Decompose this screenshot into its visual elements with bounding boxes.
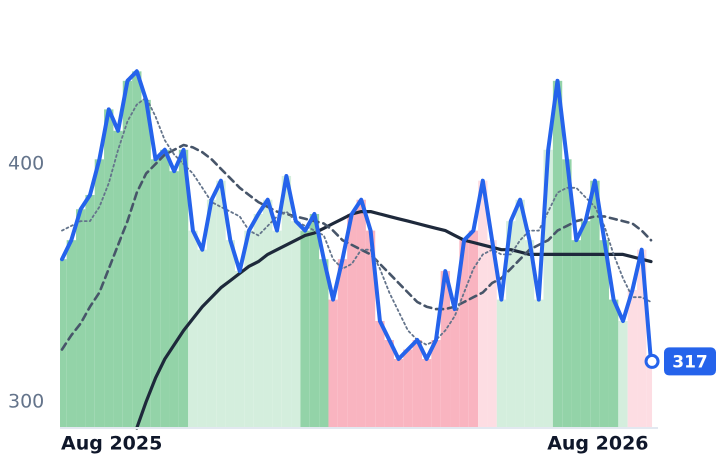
band-bar: [244, 230, 254, 428]
band-bar: [85, 194, 95, 428]
band-bar: [132, 71, 142, 428]
axes: 300 400 Aug 2025 Aug 2026: [8, 153, 658, 455]
last-value-label: 317: [672, 352, 708, 372]
band-bar: [60, 259, 67, 428]
band-bar: [272, 230, 282, 428]
band-bar: [571, 240, 581, 428]
band-bar: [281, 175, 292, 428]
band-bar: [506, 221, 516, 428]
band-bar: [216, 180, 226, 428]
band-bar: [122, 80, 133, 428]
band-bar: [459, 240, 469, 428]
band-bar: [160, 149, 170, 429]
band-bar: [225, 240, 235, 428]
band-bar: [580, 221, 591, 428]
band-bar: [150, 159, 161, 429]
bands: [60, 71, 653, 429]
band-bar: [178, 149, 189, 429]
lines: 317: [60, 69, 716, 430]
band-bar: [337, 259, 348, 428]
band-bar: [562, 159, 572, 429]
band-bar: [113, 130, 123, 428]
band-bar: [356, 199, 366, 428]
band-bar: [347, 214, 357, 428]
band-bar: [234, 271, 245, 428]
band-bar: [319, 259, 329, 428]
band-bar: [608, 299, 619, 428]
band-bar: [627, 290, 638, 428]
band-bar: [637, 249, 647, 428]
moving-average: [61, 96, 652, 346]
last-point: [644, 353, 660, 369]
band-bar: [543, 149, 553, 429]
band-bar: [76, 209, 86, 428]
x-tick-label: Aug 2025: [61, 433, 162, 455]
band-bar: [487, 240, 497, 428]
band-bar: [375, 321, 385, 428]
moving-average: [60, 143, 653, 351]
band-bar: [450, 309, 460, 428]
band-bar: [478, 180, 488, 428]
band-bar: [524, 240, 535, 428]
band-bar: [421, 359, 432, 428]
band-bar: [197, 249, 207, 428]
band-bar: [141, 99, 151, 428]
band-bar: [291, 221, 301, 428]
band-bar: [412, 340, 422, 428]
y-tick-label: 300: [8, 390, 44, 412]
band-bar: [309, 214, 320, 428]
band-bar: [431, 340, 441, 428]
band-bar: [253, 214, 264, 428]
band-bar: [534, 299, 544, 428]
band-bar: [263, 199, 273, 428]
band-bar: [206, 199, 217, 428]
last-badge: [664, 347, 716, 376]
band-bar: [188, 230, 198, 428]
band-bar: [403, 349, 413, 428]
band-bar: [618, 321, 628, 428]
band-bar: [365, 230, 376, 428]
band-bar: [393, 359, 404, 428]
band-bar: [169, 171, 179, 428]
band-bar: [599, 240, 609, 428]
band-bar: [300, 230, 310, 428]
band-bar: [590, 180, 600, 428]
band-bar: [384, 340, 394, 428]
x-tick-label: Aug 2026: [547, 433, 648, 455]
band-bar: [515, 199, 525, 428]
band-bar: [104, 109, 114, 428]
band-bar: [646, 361, 653, 428]
y-tick-label: 400: [8, 153, 44, 175]
moving-average: [135, 210, 653, 430]
price-line: [60, 69, 653, 364]
band-bar: [440, 271, 451, 428]
band-bar: [328, 299, 338, 428]
band-bar: [468, 230, 479, 428]
band-bar: [496, 299, 507, 428]
